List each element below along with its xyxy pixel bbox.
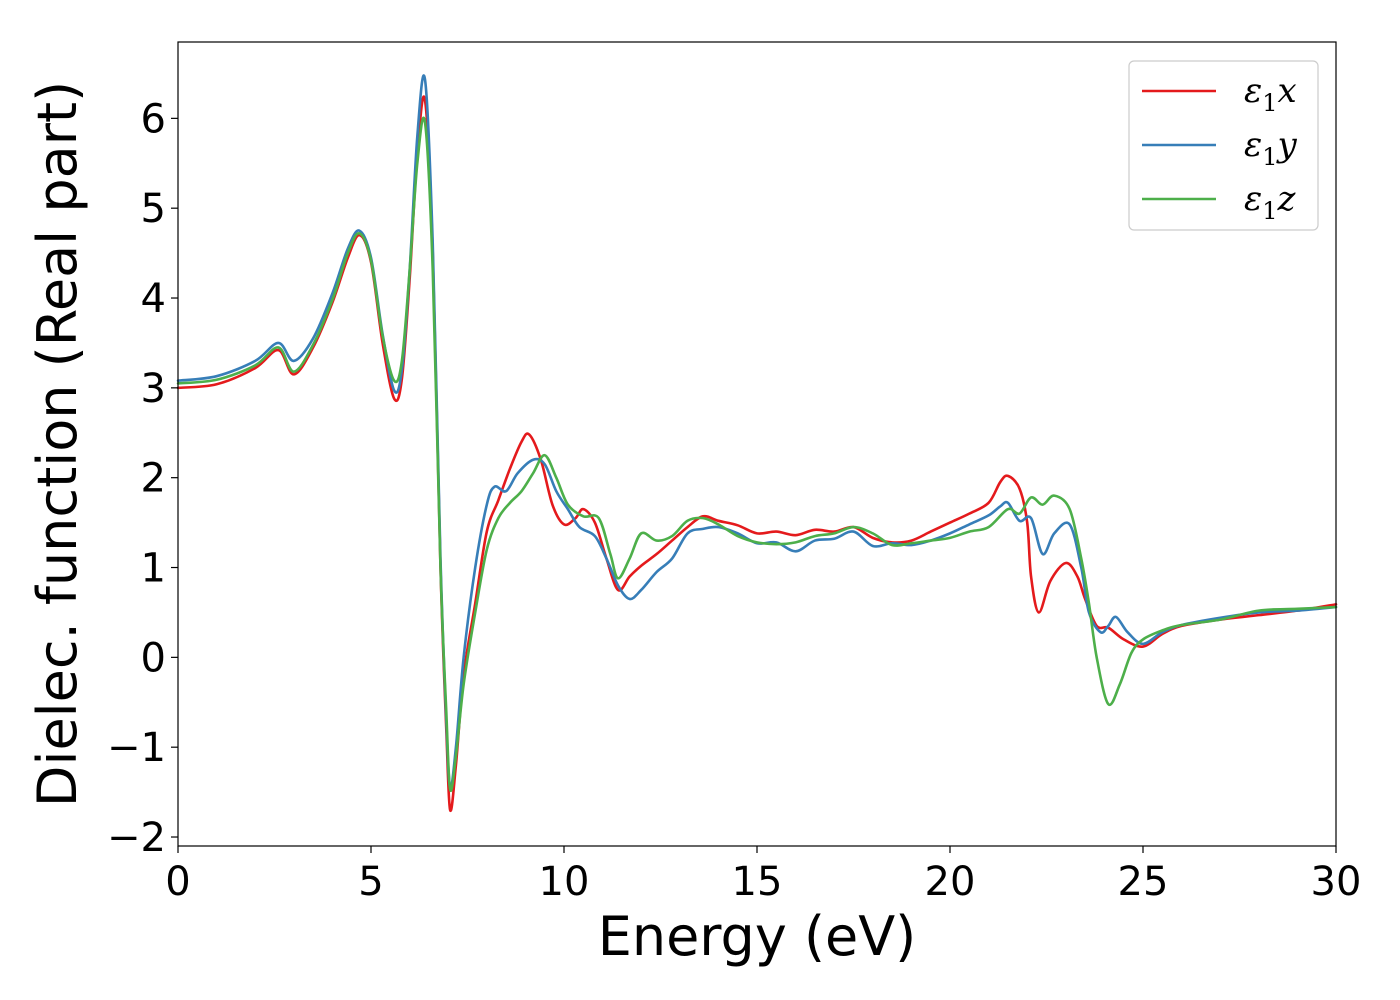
x-tick-label: 15 <box>732 859 783 905</box>
y-tick-label: 1 <box>141 546 166 592</box>
x-tick-label: 5 <box>358 859 383 905</box>
x-axis-title: Energy (eV) <box>598 905 917 968</box>
series-line-z <box>176 116 1338 793</box>
x-tick-label: 0 <box>165 859 190 905</box>
y-tick-label: 2 <box>141 456 166 502</box>
legend-label-x: ε1x <box>1244 71 1297 117</box>
y-tick-label: 4 <box>141 276 166 322</box>
y-tick-label: 6 <box>141 96 166 142</box>
y-tick-label: −1 <box>107 725 166 771</box>
y-tick-label: −2 <box>107 815 166 861</box>
y-axis-ticks: −2 −1 0 1 2 3 4 5 6 <box>107 96 178 861</box>
x-tick-label: 30 <box>1311 859 1362 905</box>
y-tick-label: 0 <box>141 635 166 681</box>
x-axis-ticks: 0 5 10 15 20 25 30 <box>165 846 1361 905</box>
plot-lines <box>176 74 1338 813</box>
y-axis-title: Dielec. function (Real part) <box>26 81 89 807</box>
legend: ε1x ε1y ε1z <box>1128 60 1319 231</box>
legend-label-y: ε1y <box>1244 125 1298 171</box>
y-tick-label: 3 <box>141 366 166 412</box>
x-tick-label: 20 <box>925 859 976 905</box>
x-tick-label: 10 <box>539 859 590 905</box>
y-tick-label: 5 <box>141 186 166 232</box>
x-tick-label: 25 <box>1118 859 1169 905</box>
legend-label-z: ε1z <box>1244 179 1297 225</box>
legend-box <box>1128 60 1319 231</box>
